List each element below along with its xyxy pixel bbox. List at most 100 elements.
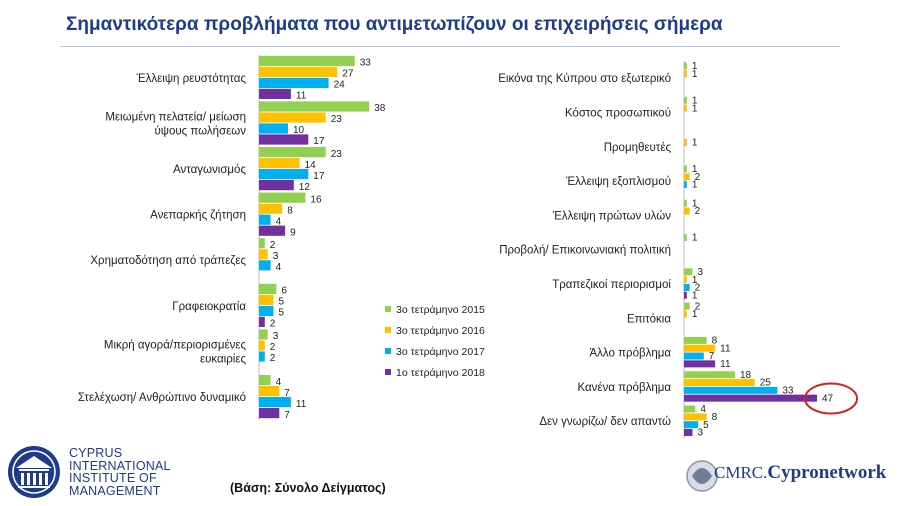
category-label: ύψους πωλήσεων: [154, 125, 246, 137]
data-label: 1: [692, 61, 698, 72]
bar: [684, 283, 690, 291]
bar: [684, 379, 755, 387]
category-label: Προβολή/ Επικοινωνιακή πολιτική: [499, 245, 671, 257]
category-label: Ανεπαρκής ζήτηση: [150, 210, 246, 222]
category-label: Έλλειψη πρώτων υλών: [552, 210, 671, 222]
bar: [259, 55, 355, 66]
bar: [259, 238, 265, 249]
legend-swatch: [385, 306, 391, 312]
data-label: 3: [697, 267, 703, 278]
data-label: 38: [374, 103, 386, 114]
category-label: Εικόνα της Κύπρου στο εξωτερικό: [498, 73, 671, 85]
cmrc-logo-icon: [686, 460, 718, 492]
data-label: 11: [720, 343, 731, 354]
bar: [684, 207, 690, 215]
data-label: 14: [305, 160, 317, 171]
category-label: Έλλειψη εξοπλισμού: [565, 176, 671, 188]
bar: [259, 260, 271, 271]
data-label: 1: [692, 309, 698, 320]
data-label: 8: [712, 412, 718, 423]
bar: [684, 276, 687, 284]
data-label: 5: [279, 308, 285, 319]
data-label: 3: [273, 331, 279, 342]
data-label: 2: [695, 206, 701, 217]
bar: [684, 310, 687, 318]
bar: [684, 291, 687, 299]
bar: [684, 165, 687, 173]
cim-line-4: MANAGEMENT: [69, 483, 161, 498]
bar: [684, 344, 716, 352]
data-label: 7: [709, 351, 715, 362]
legend-label: 1ο τετράμηνο 2018: [396, 367, 485, 379]
bar: [259, 397, 291, 408]
bar: [684, 138, 687, 146]
cmrc-brand: Cypronetwork: [767, 462, 887, 483]
category-label: Έλλειψη ρευστότητας: [136, 73, 247, 85]
category-label: Προμηθευτές: [604, 142, 672, 154]
data-label: 18: [740, 370, 752, 381]
data-label: 1: [692, 275, 698, 286]
data-label: 1: [692, 290, 698, 301]
bar: [259, 192, 306, 203]
data-label: 3: [273, 251, 279, 262]
data-label: 4: [276, 262, 282, 273]
bar: [684, 234, 687, 242]
data-label: 2: [270, 240, 276, 251]
title-divider: [60, 46, 840, 47]
data-label: 1: [692, 198, 698, 209]
bar: [259, 283, 277, 294]
data-label: 2: [270, 353, 276, 364]
data-label: 1: [692, 69, 698, 80]
bar: [684, 394, 818, 402]
bar: [259, 180, 294, 191]
category-label: Χρηματοδότηση από τράπεζες: [90, 255, 246, 267]
category-label: Άλλο πρόβλημα: [590, 348, 672, 360]
bar: [684, 352, 704, 360]
bar: [259, 203, 283, 214]
bar: [684, 104, 687, 112]
bar: [259, 305, 274, 316]
data-label: 11: [296, 91, 307, 102]
legend-swatch: [385, 327, 391, 333]
bar: [259, 225, 286, 236]
bar: [259, 134, 309, 145]
bar: [684, 70, 687, 78]
bar: [684, 336, 707, 344]
category-label: Τραπεζικοί περιορισμοί: [552, 279, 671, 291]
base-note: (Βάση: Σύνολο Δείγματος): [230, 481, 386, 495]
data-label: 4: [700, 404, 706, 415]
data-label: 23: [331, 149, 343, 160]
bar: [684, 371, 735, 379]
data-label: 5: [279, 297, 285, 308]
data-label: 11: [720, 359, 731, 370]
data-label: 16: [310, 194, 322, 205]
data-label: 7: [284, 388, 290, 399]
bar: [684, 405, 696, 413]
data-label: 4: [276, 377, 282, 388]
bar: [684, 413, 707, 421]
data-label: 17: [313, 171, 325, 182]
legend-swatch: [385, 348, 391, 354]
data-label: 8: [287, 205, 293, 216]
bar: [259, 88, 291, 99]
data-label: 1: [692, 180, 698, 191]
bar: [684, 268, 693, 276]
category-label: Δεν γνωρίζω/ δεν απαντώ: [539, 416, 671, 428]
bar: [259, 386, 280, 397]
data-label: 2: [270, 342, 276, 353]
bar: [259, 66, 338, 77]
data-label: 25: [760, 378, 772, 389]
data-label: 1: [692, 138, 698, 149]
bar: [259, 158, 300, 169]
bar: [684, 173, 690, 181]
bar: [259, 408, 280, 419]
cmrc-logo-text: CMRC.Cypronetwork: [714, 462, 886, 484]
data-label: 24: [334, 80, 346, 91]
bar: [684, 181, 687, 189]
data-label: 17: [313, 136, 325, 147]
bar: [259, 329, 268, 340]
cim-line-2: INTERNATIONAL: [69, 458, 171, 473]
category-label: Επιτόκια: [627, 313, 671, 325]
data-label: 1: [692, 95, 698, 106]
